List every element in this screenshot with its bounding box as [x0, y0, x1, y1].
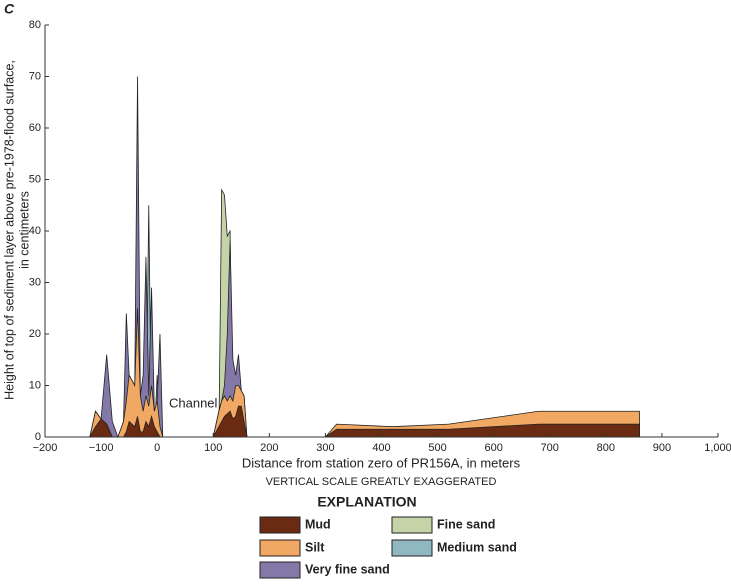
subtitle: VERTICAL SCALE GREATLY EXAGGERATED [266, 476, 497, 488]
legend-swatch [259, 539, 301, 557]
x-tick-label: 800 [597, 442, 615, 454]
x-axis-label: Distance from station zero of PR156A, in… [242, 455, 521, 470]
legend-label: Very fine sand [305, 562, 390, 576]
y-axis-label: in centimeters [17, 191, 31, 269]
legend-swatch [259, 516, 301, 534]
legend-label: Medium sand [437, 540, 517, 554]
area [78, 205, 640, 438]
y-tick-label: 70 [29, 70, 41, 82]
x-tick-label: 1,000 [704, 442, 731, 454]
y-axis-label: Height of top of sediment layer above pr… [2, 60, 16, 400]
annotation: Channel [169, 395, 218, 410]
area [78, 308, 640, 438]
x-tick-label: 700 [541, 442, 559, 454]
x-tick-label: 0 [154, 442, 160, 454]
y-tick-label: 80 [29, 19, 41, 31]
x-tick-label: 200 [260, 442, 278, 454]
y-tick-label: 50 [29, 173, 41, 185]
x-tick-label: −100 [89, 442, 114, 454]
y-tick-label: 10 [29, 379, 41, 391]
panel-label: C [4, 1, 15, 17]
x-tick-label: 300 [316, 442, 334, 454]
x-tick-label: 400 [372, 442, 390, 454]
y-tick-label: 60 [29, 122, 41, 134]
y-tick-label: 40 [29, 225, 41, 237]
y-tick-label: 20 [29, 328, 41, 340]
legend-swatch [259, 561, 301, 579]
x-tick-label: −200 [33, 442, 58, 454]
area [78, 76, 640, 439]
x-tick-label: 600 [484, 442, 502, 454]
legend-title: EXPLANATION [317, 494, 416, 510]
x-tick-label: 900 [653, 442, 671, 454]
x-tick-label: 500 [428, 442, 446, 454]
x-tick-label: 100 [204, 442, 222, 454]
legend-swatch [391, 539, 433, 557]
legend-swatch [391, 516, 433, 534]
legend-label: Fine sand [437, 517, 495, 531]
legend-label: Silt [305, 540, 325, 554]
legend-label: Mud [305, 517, 331, 531]
area [78, 188, 640, 438]
y-tick-label: 30 [29, 276, 41, 288]
y-tick-label: 0 [35, 431, 41, 443]
